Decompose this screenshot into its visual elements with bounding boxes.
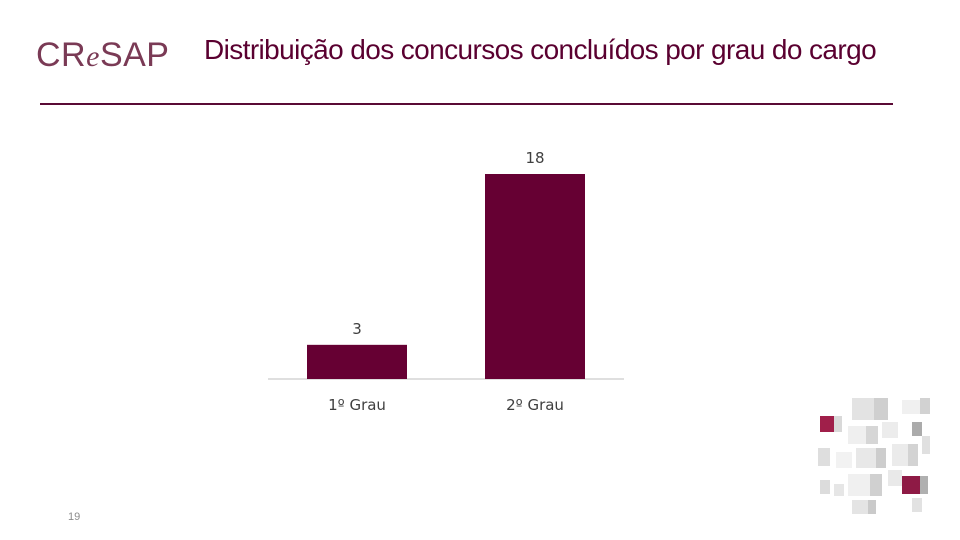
logo-prefix: CR <box>36 36 87 74</box>
data-label: 18 <box>525 149 544 167</box>
logo-suffix: SAP <box>99 36 170 74</box>
bar <box>307 344 407 379</box>
bar <box>485 174 585 379</box>
title-divider <box>40 103 893 105</box>
category-label: 2º Grau <box>506 396 564 414</box>
cube-cluster <box>818 398 930 514</box>
logo-e: e <box>86 40 100 73</box>
page-number: 19 <box>68 511 81 523</box>
cresap-logo: CReSAP <box>36 36 169 75</box>
data-label: 3 <box>352 320 362 338</box>
category-label: 1º Grau <box>328 396 386 414</box>
slide-title: Distribuição dos concursos concluídos po… <box>204 34 877 65</box>
decorative-cubes-graphic <box>818 398 930 514</box>
